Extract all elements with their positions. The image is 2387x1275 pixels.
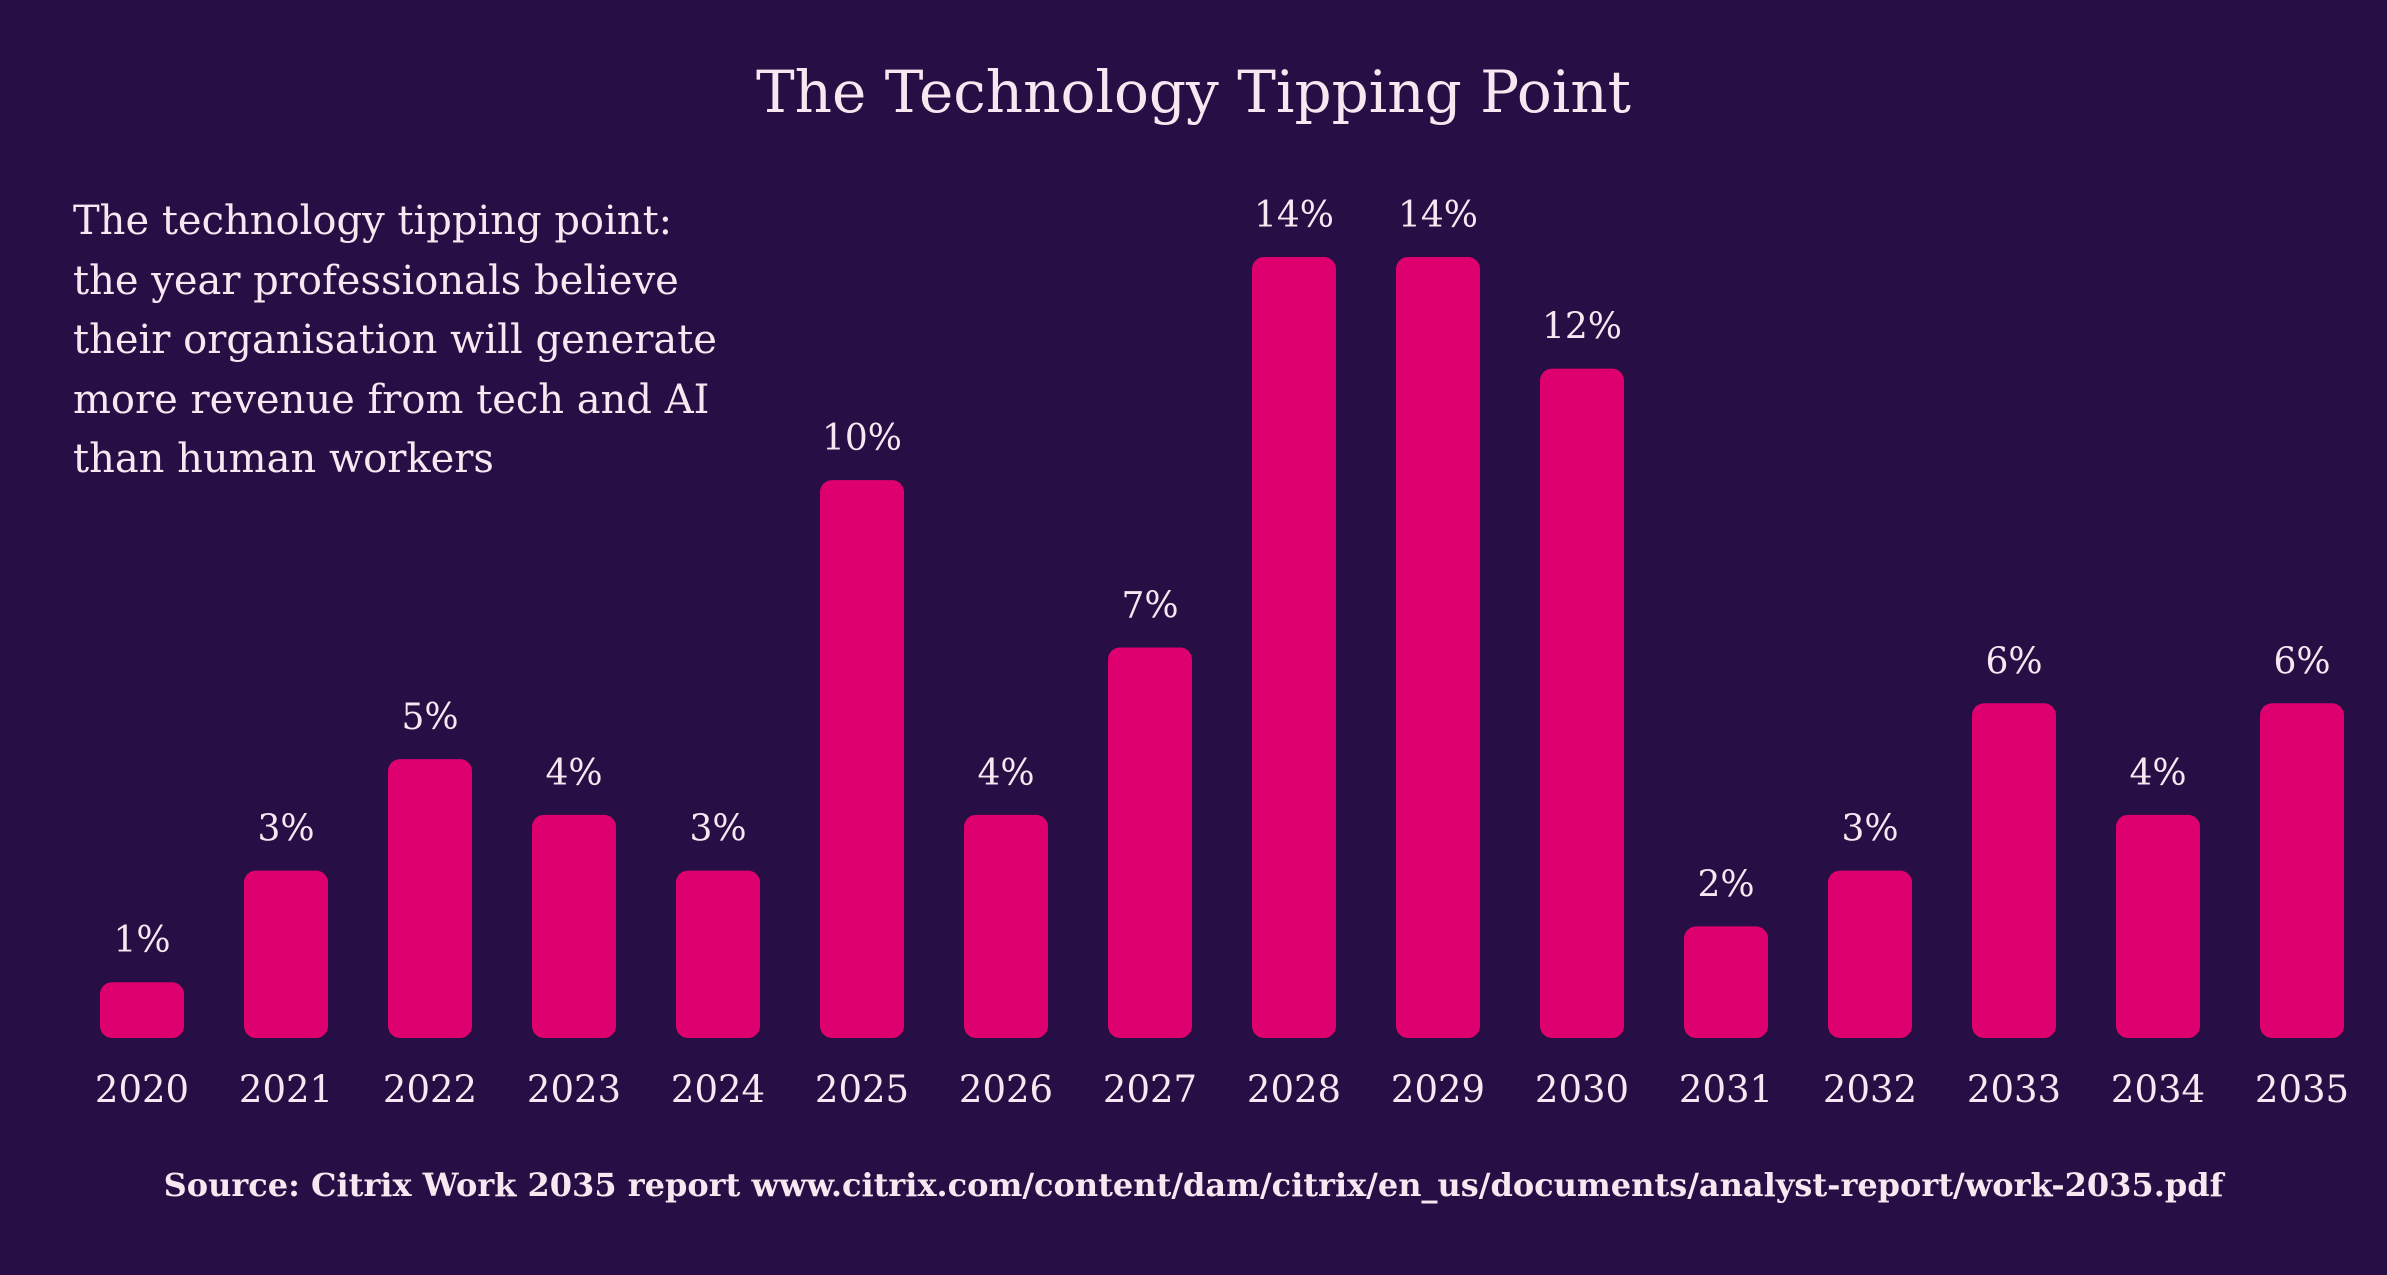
bar-2030 — [1540, 368, 1624, 1039]
bar-2034 — [2116, 814, 2200, 1038]
data-label-2025: 10% — [822, 418, 902, 459]
data-label-2028: 14% — [1254, 195, 1334, 236]
data-label-2020: 1% — [113, 920, 170, 961]
bar-2022 — [388, 759, 472, 1038]
chart-title: The Technology Tipping Point — [756, 58, 1631, 126]
data-label-2024: 3% — [689, 809, 746, 850]
x-tick-label-2021: 2021 — [239, 1068, 333, 1111]
x-tick-label-2033: 2033 — [1967, 1068, 2061, 1111]
bar-2032 — [1828, 870, 1912, 1038]
chart-subtitle: The technology tipping point: the year p… — [73, 198, 717, 482]
bar-2031 — [1684, 926, 1768, 1038]
bar-2024 — [676, 870, 760, 1038]
x-tick-label-2020: 2020 — [95, 1068, 189, 1111]
x-tick-label-2026: 2026 — [959, 1068, 1053, 1111]
x-tick-label-2032: 2032 — [1823, 1068, 1917, 1111]
x-tick-label-2030: 2030 — [1535, 1068, 1629, 1111]
data-label-2035: 6% — [2273, 641, 2330, 682]
data-label-2022: 5% — [401, 697, 458, 738]
data-label-2023: 4% — [545, 753, 602, 794]
x-tick-label-2028: 2028 — [1247, 1068, 1341, 1111]
bar-2023 — [532, 814, 616, 1038]
bar-2028 — [1252, 257, 1336, 1038]
data-label-2027: 7% — [1121, 586, 1178, 627]
bar-2026 — [964, 814, 1048, 1038]
data-label-2031: 2% — [1697, 864, 1754, 905]
x-tick-label-2027: 2027 — [1103, 1068, 1197, 1111]
data-label-2026: 4% — [977, 753, 1034, 794]
bar-2029 — [1396, 257, 1480, 1038]
bar-2035 — [2260, 703, 2344, 1038]
bar-2033 — [1972, 703, 2056, 1038]
x-tick-label-2023: 2023 — [527, 1068, 621, 1111]
bar-2020 — [100, 982, 184, 1038]
bar-2027 — [1108, 647, 1192, 1038]
data-label-2030: 12% — [1542, 307, 1622, 348]
x-tick-label-2029: 2029 — [1391, 1068, 1485, 1111]
data-label-2021: 3% — [257, 809, 314, 850]
x-tick-label-2025: 2025 — [815, 1068, 909, 1111]
bar-2021 — [244, 870, 328, 1038]
data-label-2032: 3% — [1841, 809, 1898, 850]
source-note: Source: Citrix Work 2035 report www.citr… — [163, 1166, 2224, 1204]
data-label-2034: 4% — [2129, 753, 2186, 794]
x-tick-label-2022: 2022 — [383, 1068, 477, 1111]
data-label-2033: 6% — [1985, 641, 2042, 682]
bar-2025 — [820, 480, 904, 1039]
x-tick-label-2024: 2024 — [671, 1068, 765, 1111]
x-tick-label-2035: 2035 — [2255, 1068, 2349, 1111]
data-label-2029: 14% — [1398, 195, 1478, 236]
x-tick-label-2031: 2031 — [1679, 1068, 1773, 1111]
x-tick-label-2034: 2034 — [2111, 1068, 2205, 1111]
